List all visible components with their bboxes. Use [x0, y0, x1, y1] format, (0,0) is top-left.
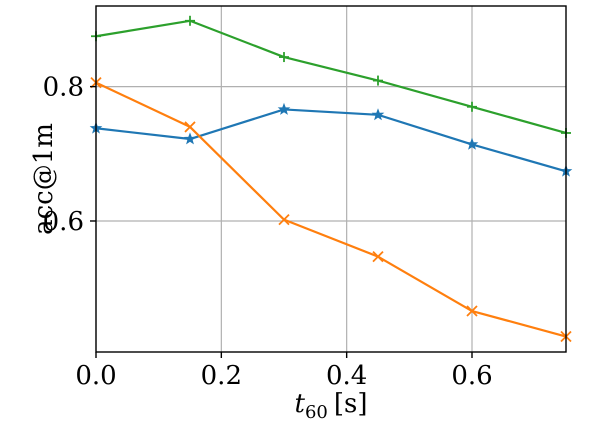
- data-point: [467, 101, 477, 112]
- series-line: [95, 19, 567, 135]
- grid-lines: [95, 6, 566, 352]
- y-tick-label: 0.6: [43, 207, 84, 237]
- data-point: [465, 137, 479, 150]
- data-point: [371, 108, 385, 121]
- data-point: [183, 132, 197, 145]
- axis-ticks: [90, 85, 473, 358]
- x-tick-label: 0.2: [201, 361, 242, 391]
- data-point: [184, 121, 196, 133]
- series-2: [90, 76, 572, 343]
- x-tick-label: 0.4: [326, 361, 367, 391]
- x-tick-label: 0.6: [451, 361, 492, 391]
- data-point: [372, 250, 384, 263]
- x-axis-label-variable: t: [295, 389, 306, 419]
- x-axis-label-unit: [s]: [334, 389, 368, 419]
- data-point: [277, 102, 291, 115]
- data-point: [278, 214, 290, 226]
- data-point: [279, 52, 289, 63]
- data-point: [185, 15, 195, 26]
- y-tick-label: 0.8: [43, 73, 84, 103]
- series-line: [95, 81, 567, 338]
- plot-frame: [95, 5, 567, 353]
- x-axis-label-subscript: 60: [305, 402, 328, 423]
- series-3: [91, 15, 571, 138]
- series-layer: [89, 15, 573, 343]
- data-point: [466, 305, 478, 317]
- tick-labels: 0.0 0.2 0.4 0.6 0.6 0.8: [43, 73, 493, 391]
- series-line: [95, 108, 567, 173]
- data-point: [373, 75, 383, 86]
- x-axis-label: t60 [s]: [295, 389, 368, 423]
- y-axis-label: acc@1m: [29, 123, 59, 235]
- x-tick-label: 0.0: [75, 361, 116, 391]
